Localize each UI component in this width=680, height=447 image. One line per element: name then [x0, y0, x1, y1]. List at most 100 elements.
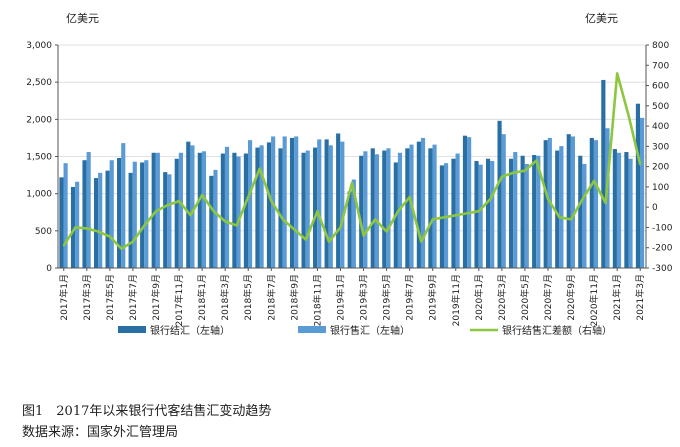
- bar-settlement: [82, 160, 87, 268]
- bar-sale: [328, 145, 333, 268]
- left-tick-label: 1,000: [26, 190, 52, 200]
- bar-settlement: [601, 79, 606, 268]
- bar-sale: [317, 139, 322, 268]
- x-tick-label: 2020年3月: [496, 274, 508, 321]
- bar-sale: [340, 141, 345, 268]
- net-balance-point: [454, 214, 457, 217]
- bar-sale: [86, 152, 91, 268]
- net-balance-point: [351, 181, 353, 184]
- bar-sale: [513, 152, 518, 268]
- bar-sale: [536, 155, 541, 268]
- legend-label: 银行结汇（左轴）: [150, 324, 230, 337]
- net-balance-point: [570, 218, 572, 221]
- x-tick-label: 2018年9月: [288, 274, 300, 321]
- bar-sale: [628, 158, 633, 268]
- bar-settlement: [405, 148, 410, 268]
- bar-sale: [121, 143, 126, 268]
- net-balance-point: [443, 216, 446, 219]
- bar-settlement: [451, 158, 456, 268]
- bar-sale: [478, 164, 483, 268]
- right-axis-ticks: -300 -200 -100 0 100 200 300 400 500 600 700 800: [646, 41, 673, 274]
- net-balance-point: [247, 196, 250, 198]
- x-tick-label: 2020年1月: [473, 274, 485, 321]
- right-tick-label: -200: [652, 244, 673, 254]
- bar-sale: [224, 146, 230, 268]
- bar-settlement: [624, 152, 629, 268]
- x-tick-label: 2017年1月: [58, 274, 70, 321]
- bar-settlement: [301, 152, 306, 268]
- bar-settlement: [370, 148, 375, 268]
- bar-settlement: [324, 139, 329, 268]
- right-tick-label: 400: [652, 122, 669, 132]
- bar-sale: [259, 145, 264, 268]
- net-balance-point: [477, 210, 480, 213]
- bar-sale: [432, 144, 437, 268]
- right-tick-label: 700: [652, 61, 669, 71]
- left-tick-label: 3,000: [26, 41, 52, 51]
- bar-sale: [420, 137, 426, 268]
- bar-settlement: [416, 141, 421, 268]
- net-balance-point: [85, 227, 88, 230]
- bar-settlement: [589, 137, 594, 268]
- bar-sale: [455, 153, 460, 268]
- bar-sale: [109, 160, 114, 268]
- x-axis-ticks: 2017年1月 2017年3月 2017年5月 2017年7月 2017年9月 2017年…: [58, 268, 646, 326]
- right-tick-label: 500: [652, 102, 669, 112]
- bar-sale: [467, 137, 472, 268]
- x-tick-label: 2017年5月: [104, 274, 116, 321]
- net-balance-point: [189, 214, 192, 217]
- net-balance-point: [535, 159, 538, 162]
- legend: 银行结汇（左轴） 银行售汇（左轴） 银行结售汇差额（右轴）: [118, 324, 612, 337]
- bar-sale: [444, 163, 449, 268]
- net-balance-point: [604, 202, 607, 205]
- bar-settlement: [243, 153, 248, 268]
- bar-sale: [374, 154, 379, 268]
- x-tick-label: 2021年1月: [611, 274, 623, 321]
- net-balance-point: [143, 224, 146, 227]
- x-tick-label: 2018年1月: [196, 274, 208, 321]
- net-balance-point: [581, 198, 584, 200]
- bar-settlement: [566, 134, 571, 268]
- bar-sale: [640, 117, 645, 268]
- bar-sale: [593, 140, 599, 268]
- bar-sale: [294, 136, 299, 268]
- x-tick-label: 2018年3月: [219, 274, 231, 321]
- net-balance-point: [397, 210, 400, 213]
- bar-settlement: [497, 120, 502, 268]
- right-tick-label: -100: [652, 223, 673, 233]
- bar-sale: [144, 160, 149, 268]
- left-tick-label: 0: [46, 264, 52, 274]
- bar-sale: [201, 151, 207, 268]
- x-tick-label: 2018年7月: [265, 274, 277, 321]
- bar-settlement: [255, 147, 260, 268]
- bar-settlement: [220, 153, 225, 268]
- bar-settlement: [509, 158, 514, 268]
- right-axis-unit: 亿美元: [585, 12, 618, 25]
- bar-settlement: [336, 133, 341, 268]
- bar-settlement: [428, 148, 433, 268]
- net-balance-point: [316, 210, 319, 213]
- x-tick-label: 2020年11月: [588, 274, 600, 326]
- right-tick-label: 200: [652, 163, 669, 173]
- bar-sale: [167, 174, 172, 268]
- net-balance-point: [132, 240, 134, 243]
- net-balance-point: [270, 200, 273, 203]
- left-tick-label: 500: [35, 227, 52, 237]
- net-balance-point: [524, 169, 526, 172]
- x-tick-label: 2017年3月: [81, 274, 93, 321]
- bar-settlement: [128, 172, 133, 268]
- x-tick-label: 2020年7月: [542, 274, 554, 321]
- net-balance-point: [408, 196, 411, 198]
- bar-settlement: [266, 142, 272, 268]
- net-balance-point: [258, 167, 261, 170]
- net-balance-point: [431, 218, 434, 221]
- net-balance-point: [224, 220, 227, 223]
- net-balance-point: [639, 163, 642, 166]
- net-balance-point: [62, 244, 65, 247]
- net-balance-point: [512, 171, 515, 174]
- left-tick-label: 2,500: [26, 78, 52, 88]
- bar-settlement: [474, 160, 479, 268]
- net-balance-point: [212, 210, 215, 213]
- right-tick-label: -300: [652, 264, 673, 274]
